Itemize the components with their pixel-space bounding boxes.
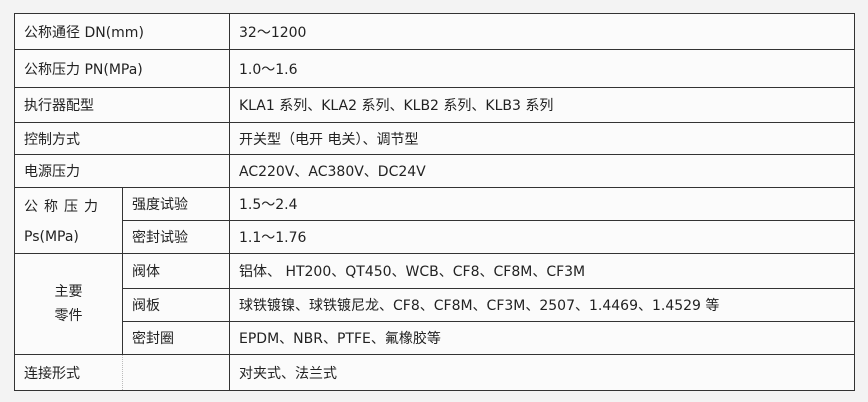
sub-label: 密封试验 — [122, 220, 230, 254]
row-value: EPDM、NBR、PTFE、氟橡胶等 — [229, 321, 855, 355]
test-pressure-label: 公称压力 Ps(MPa) — [14, 187, 123, 254]
table-row: 公称通径 DN(mm) 32～1200 — [14, 13, 855, 50]
spec-table: 公称通径 DN(mm) 32～1200 公称压力 PN(MPa) 1.0～1.6… — [14, 13, 855, 391]
row-value: 32～1200 — [229, 13, 855, 50]
table-row: 公称压力 PN(MPa) 1.0～1.6 — [14, 49, 855, 88]
row-value: 1.5～2.4 — [229, 187, 855, 221]
row-value: 球铁镀镍、球铁镀尼龙、CF8、CF8M、CF3M、2507、1.4469、1.4… — [229, 288, 855, 322]
row-value: KLA1 系列、KLA2 系列、KLB2 系列、KLB3 系列 — [229, 87, 855, 123]
row-value: 铝体、 HT200、QT450、WCB、CF8、CF8M、CF3M — [229, 253, 855, 289]
parts-label-line1: 主要 — [54, 284, 83, 300]
table-row: 主要 零件 阀体 铝体、 HT200、QT450、WCB、CF8、CF8M、CF… — [14, 253, 855, 355]
table-row: 阀板 球铁镀镍、球铁镀尼龙、CF8、CF8M、CF3M、2507、1.4469、… — [15, 288, 855, 322]
sub-label: 强度试验 — [122, 187, 230, 221]
table-row: 公称压力 Ps(MPa) 强度试验 1.5～2.4 — [14, 187, 855, 254]
test-pressure-label-line1: 公称压力 — [24, 198, 104, 215]
table-row: 密封圈 EPDM、NBR、PTFE、氟橡胶等 — [15, 321, 855, 355]
test-pressure-label-line2: Ps(MPa) — [24, 228, 79, 245]
table-row: 密封试验 1.1～1.76 — [15, 220, 855, 254]
parts-label-line2: 零件 — [54, 308, 83, 324]
sub-label: 阀板 — [122, 288, 230, 322]
row-label: 公称通径 DN(mm) — [14, 13, 230, 50]
row-value: AC220V、AC380V、DC24V — [229, 154, 855, 188]
table-row: 电源压力 AC220V、AC380V、DC24V — [14, 154, 855, 188]
row-value: 开关型（电开 电关）、调节型 — [229, 122, 855, 155]
row-label: 电源压力 — [14, 154, 230, 188]
sub-label: 密封圈 — [122, 321, 230, 355]
row-value: 1.1～1.76 — [229, 220, 855, 254]
row-label: 公称压力 PN(MPa) — [14, 49, 230, 88]
table-row: 执行器配型 KLA1 系列、KLA2 系列、KLB2 系列、KLB3 系列 — [14, 87, 855, 123]
row-value: 1.0～1.6 — [229, 49, 855, 88]
row-label: 执行器配型 — [14, 87, 230, 123]
parts-label: 主要 零件 — [14, 253, 123, 355]
empty-cell — [122, 354, 230, 391]
table-row: 控制方式 开关型（电开 电关）、调节型 — [14, 122, 855, 155]
row-value: 对夹式、法兰式 — [229, 354, 855, 391]
row-label: 连接形式 — [14, 354, 123, 391]
table-row: 连接形式 对夹式、法兰式 — [14, 354, 855, 391]
row-label: 控制方式 — [14, 122, 230, 155]
sub-label: 阀体 — [122, 253, 230, 289]
